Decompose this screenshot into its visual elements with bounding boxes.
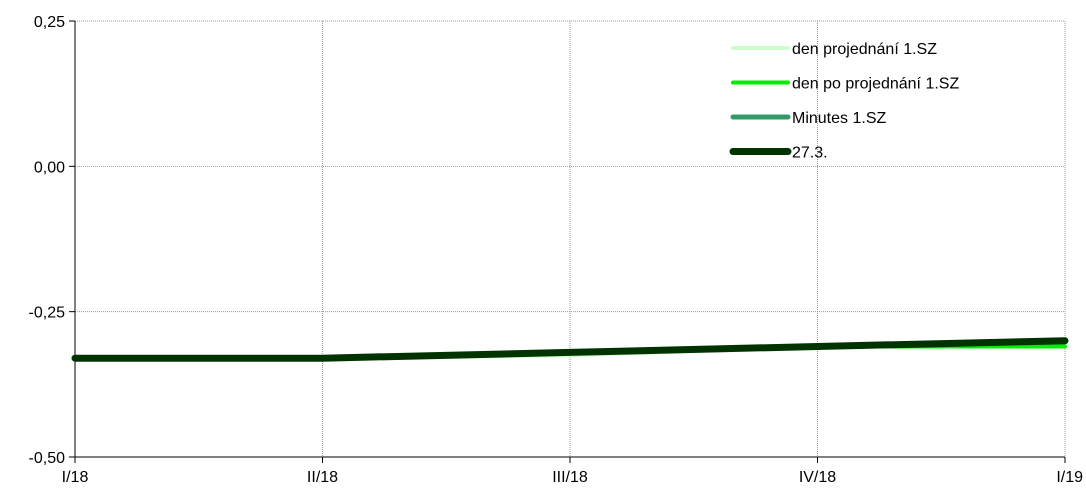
series-lines [71, 337, 1069, 362]
series-line-4 [71, 337, 1069, 362]
legend-label: 27.3. [792, 145, 828, 162]
x-tick-label: II/18 [307, 469, 338, 486]
x-tick-label: I/18 [62, 469, 89, 486]
x-tick-label: IV/18 [799, 469, 836, 486]
y-tick-label: 0,00 [34, 159, 65, 176]
y-tick-label: -0,50 [29, 450, 66, 467]
legend: den projednání 1.SZ den po projednání 1.S… [729, 41, 959, 162]
legend-label: den projednání 1.SZ [792, 41, 937, 58]
y-tick-label: 0,25 [34, 14, 65, 31]
y-axis-ticks: -0,50 -0,25 0,00 0,25 [29, 14, 75, 467]
y-tick-label: -0,25 [29, 305, 66, 322]
x-tick-label: III/18 [552, 469, 588, 486]
legend-label: Minutes 1.SZ [792, 110, 886, 127]
legend-label: den po projednání 1.SZ [792, 76, 959, 93]
x-axis-ticks: I/18 II/18 III/18 IV/18 I/19 [62, 457, 1083, 486]
x-tick-label: I/19 [1056, 469, 1083, 486]
